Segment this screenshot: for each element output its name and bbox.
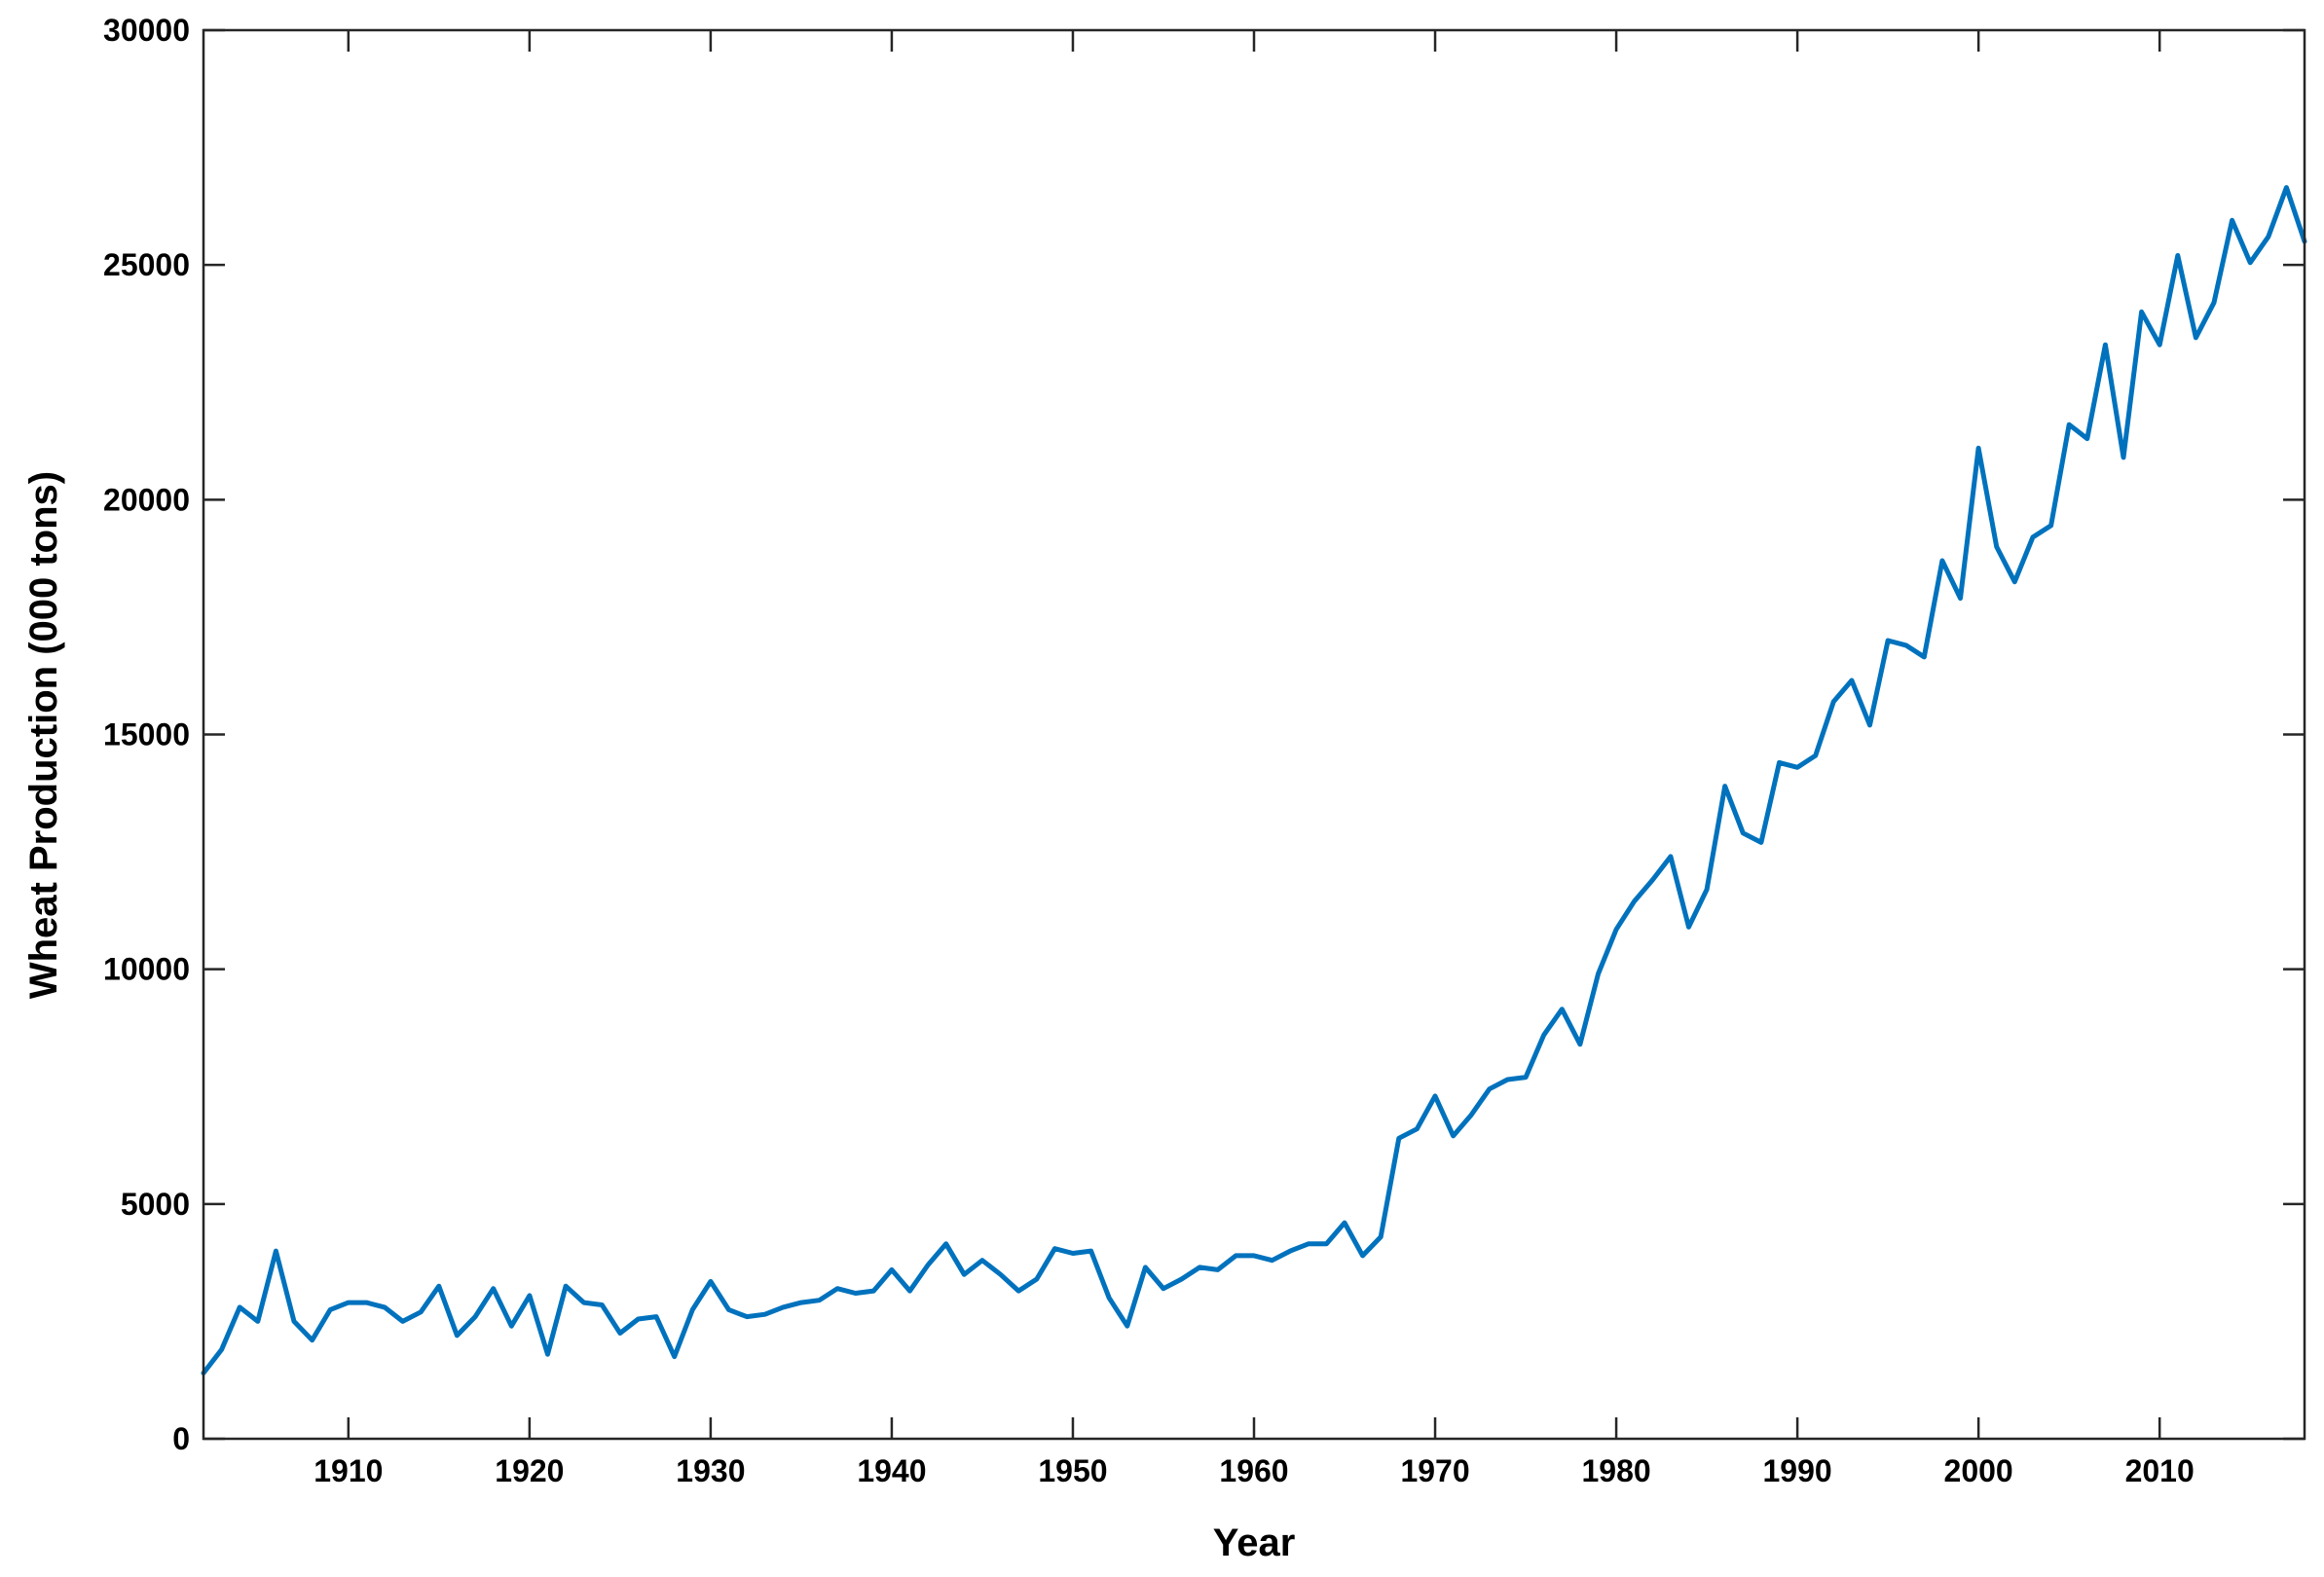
x-tick-label: 1990 [1763, 1453, 1832, 1488]
y-tick-label: 20000 [103, 482, 190, 517]
y-axis-title: Wheat Production (000 tons) [22, 471, 65, 999]
x-tick-label: 1910 [314, 1453, 383, 1488]
plot-frame [202, 28, 2306, 1441]
x-axis-ticks: 1910 1920 1930 1940 1950 1960 1970 1980 1990 2000… [314, 30, 2195, 1488]
x-tick-label: 1920 [495, 1453, 564, 1488]
x-tick-label: 1980 [1581, 1453, 1650, 1488]
x-tick-label: 2010 [2125, 1453, 2195, 1488]
y-axis-ticks: 0 5000 10000 15000 20000 25000 30000 [103, 13, 2305, 1456]
y-tick-label: 25000 [103, 247, 190, 282]
x-tick-label: 2000 [1944, 1453, 2013, 1488]
x-tick-label: 1970 [1400, 1453, 1469, 1488]
x-tick-label: 1930 [676, 1453, 745, 1488]
y-tick-label: 30000 [103, 13, 190, 48]
x-tick-label: 1940 [857, 1453, 926, 1488]
y-tick-label: 0 [172, 1421, 190, 1456]
y-tick-label: 10000 [103, 952, 190, 987]
plot-area [203, 30, 2305, 1439]
y-tick-label: 15000 [103, 717, 190, 752]
y-tick-label: 5000 [121, 1187, 190, 1222]
x-axis-title: Year [1213, 1522, 1296, 1564]
x-tick-label: 1950 [1038, 1453, 1107, 1488]
wheat-production-line [201, 185, 2307, 1375]
x-tick-label: 1960 [1219, 1453, 1288, 1488]
